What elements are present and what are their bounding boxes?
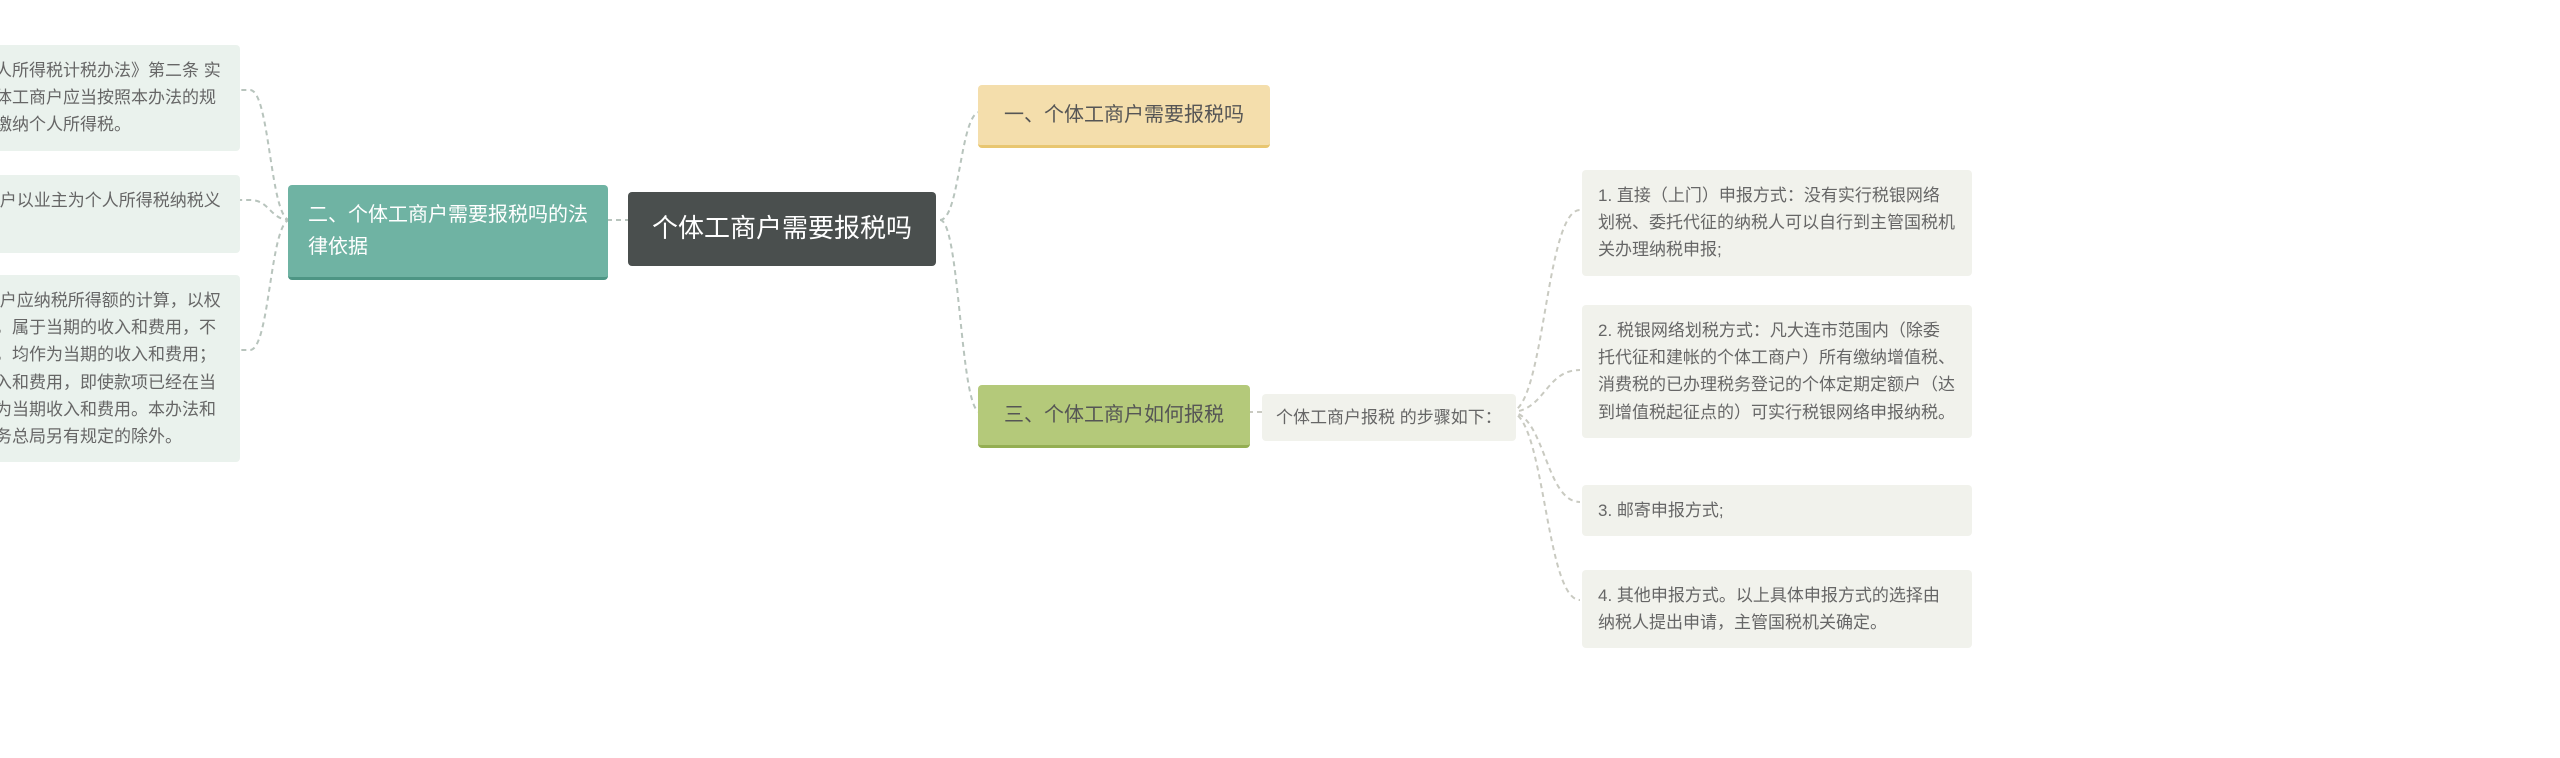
branch2-leaf-1: 《个体工商户个人所得税计税办法》第二条 实行查账征收的个体工商户应当按照本办法的… [0, 45, 240, 151]
branch3-leaf-4: 4. 其他申报方式。以上具体申报方式的选择由纳税人提出申请，主管国税机关确定。 [1582, 570, 1972, 648]
branch3-leaf-3: 3. 邮寄申报方式; [1582, 485, 1972, 536]
branch3-leaf-1: 1. 直接（上门）申报方式：没有实行税银网络划税、委托代征的纳税人可以自行到主管… [1582, 170, 1972, 276]
branch-2[interactable]: 二、个体工商户需要报税吗的法律依据 [288, 185, 608, 280]
branch2-leaf-3: 第五条 个体工商户应纳税所得额的计算，以权责发生制为原则，属于当期的收入和费用，… [0, 275, 240, 462]
branch3-step: 个体工商户报税 的步骤如下： [1262, 394, 1516, 441]
connector-layer [0, 0, 2560, 758]
branch3-leaf-2: 2. 税银网络划税方式：凡大连市范围内（除委托代征和建帐的个体工商户）所有缴纳增… [1582, 305, 1972, 438]
branch2-leaf-2: 第四条 个体工商户以业主为个人所得税纳税义务人。 [0, 175, 240, 253]
branch-3[interactable]: 三、个体工商户如何报税 [978, 385, 1250, 448]
root-node[interactable]: 个体工商户需要报税吗 [628, 192, 936, 266]
branch-1[interactable]: 一、个体工商户需要报税吗 [978, 85, 1270, 148]
